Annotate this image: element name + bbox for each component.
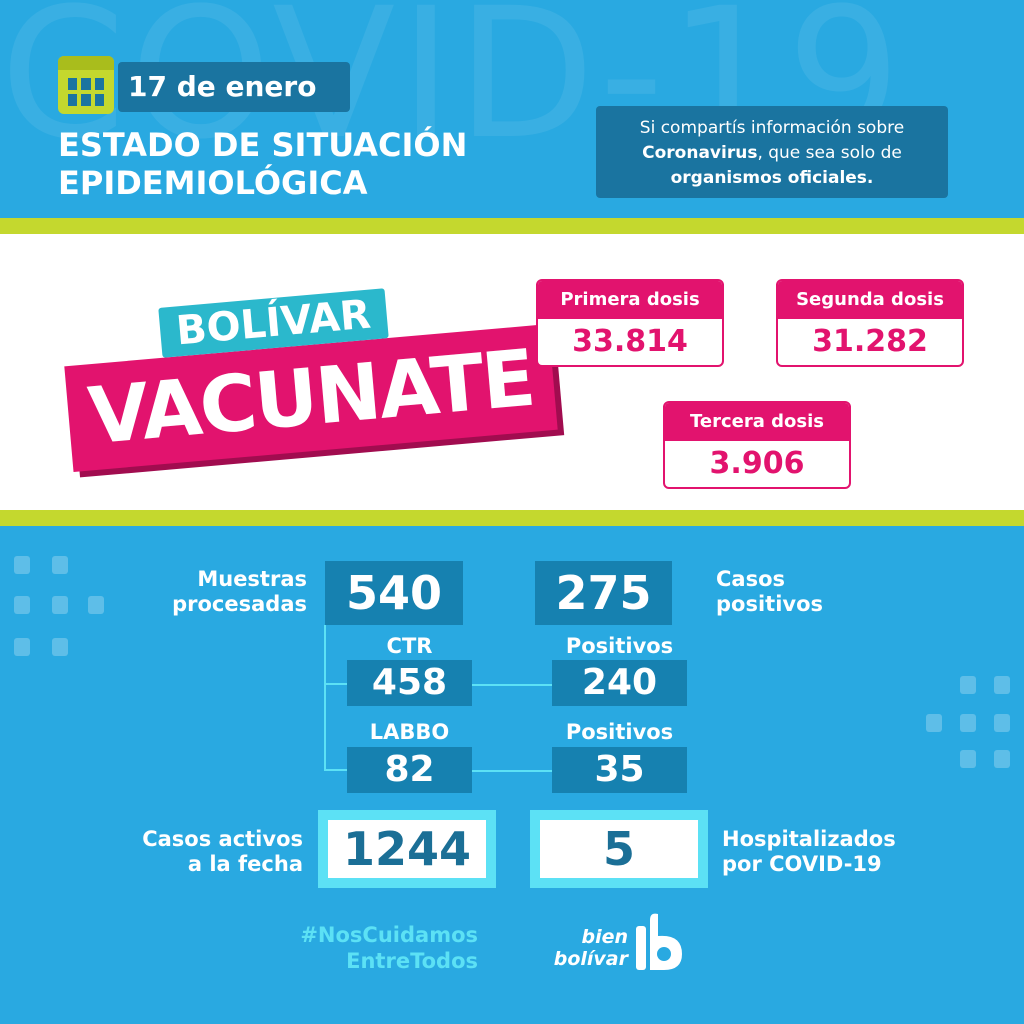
dose-card-first: Primera dosis 33.814 (536, 279, 724, 367)
ctr-label: CTR (386, 634, 433, 658)
calendar-icon (58, 56, 114, 114)
dot (960, 714, 976, 732)
muestras-value: 540 (325, 561, 463, 625)
activos-value: 1244 (318, 810, 496, 888)
dot (960, 676, 976, 694)
connector-line (324, 683, 348, 685)
connector-line (324, 769, 348, 771)
hospitalizados-value: 5 (530, 810, 708, 888)
dot (88, 596, 104, 614)
dot (994, 750, 1010, 768)
dot (994, 714, 1010, 732)
dot (926, 714, 942, 732)
ctr-positivos-value: 240 (552, 660, 687, 706)
divider (0, 218, 1024, 234)
labbo-label: LABBO (369, 720, 450, 744)
thumbs-up-logo-icon (634, 912, 684, 972)
dot (52, 556, 68, 574)
connector-line (472, 770, 552, 772)
casos-value: 275 (535, 561, 672, 625)
casos-label: Casos positivos (716, 567, 824, 616)
dot (52, 638, 68, 656)
dot (960, 750, 976, 768)
dose-card-third: Tercera dosis 3.906 (663, 401, 851, 489)
page-title: ESTADO DE SITUACIÓN EPIDEMIOLÓGICA (58, 126, 468, 202)
labbo-positivos-label: Positivos (565, 720, 674, 744)
dot (52, 596, 68, 614)
hospitalizados-label: Hospitalizados por COVID-19 (722, 827, 896, 876)
hashtag: #NosCuidamos EntreTodos (300, 923, 478, 973)
dot (14, 556, 30, 574)
connector-line (324, 625, 326, 771)
labbo-value: 82 (347, 747, 472, 793)
connector-line (472, 684, 552, 686)
ctr-positivos-label: Positivos (565, 634, 674, 658)
dose-card-second: Segunda dosis 31.282 (776, 279, 964, 367)
labbo-positivos-value: 35 (552, 747, 687, 793)
ctr-value: 458 (347, 660, 472, 706)
dot (994, 676, 1010, 694)
activos-label: Casos activos a la fecha (142, 827, 303, 876)
dot (14, 638, 30, 656)
notice-box: Si compartís información sobre Coronavir… (596, 106, 948, 198)
date-label: 17 de enero (118, 62, 350, 112)
divider (0, 510, 1024, 526)
muestras-label: Muestras procesadas (172, 567, 307, 616)
bien-bolivar-logo: bien bolívar (553, 926, 628, 970)
dot (14, 596, 30, 614)
